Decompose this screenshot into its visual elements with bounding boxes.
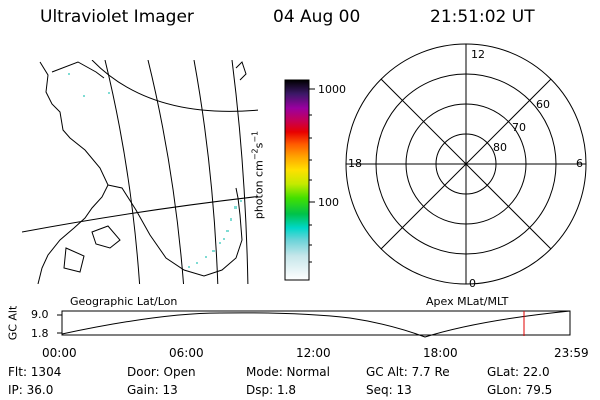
geographic-map <box>22 60 258 284</box>
date-label: 04 Aug 00 <box>273 7 361 27</box>
time-label: 21:51:02 UT <box>430 7 535 27</box>
time-tick-0000: 00:00 <box>42 346 77 360</box>
flight-number: Flt: 1304 <box>8 365 62 379</box>
door-status: Door: Open <box>127 365 196 379</box>
altitude-ytick-1.8: 1.8 <box>31 327 49 340</box>
coastline <box>37 61 109 284</box>
coastline <box>91 225 121 249</box>
geographic-longitude: GLon: 79.5 <box>487 383 553 397</box>
coastline <box>107 184 243 277</box>
grid-line <box>147 60 185 284</box>
mode-value: Mode: Normal <box>246 365 330 379</box>
colorbar-unit-label: photon cm−2s−1 <box>250 130 266 220</box>
gain-value: Gain: 13 <box>127 383 178 397</box>
ip-value: IP: 36.0 <box>8 383 54 397</box>
altitude-ylabel: GC Alt <box>6 305 20 341</box>
mlt-meridian <box>380 78 552 250</box>
geographic-latitude: GLat: 22.0 <box>487 365 550 379</box>
colorbar <box>284 79 315 281</box>
sequence-number: Seq: 13 <box>366 383 412 397</box>
aurora-emission <box>68 73 242 268</box>
grid-line <box>91 60 258 112</box>
time-tick-1200: 12:00 <box>296 346 331 360</box>
mlt-label-6: 6 <box>576 157 583 170</box>
lat-label-70: 70 <box>512 121 526 134</box>
grid-line <box>193 60 219 284</box>
mlt-label-0: 0 <box>469 277 476 290</box>
dsp-value: Dsp: 1.8 <box>246 383 297 397</box>
instrument-title: Ultraviolet Imager <box>40 7 194 27</box>
lat-label-80: 80 <box>493 141 507 154</box>
colorbar-tick-1000: 1000 <box>318 83 346 96</box>
altitude-plot <box>57 310 571 338</box>
grid-line <box>104 60 141 284</box>
coastline <box>235 61 247 81</box>
grid-line <box>231 60 249 284</box>
coastline <box>51 61 105 79</box>
coastline <box>63 247 85 273</box>
colorbar-tick-100: 100 <box>318 196 339 209</box>
polar-plot <box>345 43 587 285</box>
geographic-panel-label: Geographic Lat/Lon <box>70 295 178 308</box>
grid-line <box>22 195 258 233</box>
mlt-label-18: 18 <box>348 157 362 170</box>
gc-altitude: GC Alt: 7.7 Re <box>366 365 450 379</box>
lat-label-60: 60 <box>536 98 550 111</box>
apex-panel-label: Apex MLat/MLT <box>426 295 509 308</box>
time-tick-2359: 23:59 <box>554 346 589 360</box>
time-tick-1800: 18:00 <box>423 346 458 360</box>
mlt-label-12: 12 <box>471 48 485 61</box>
time-tick-0600: 06:00 <box>169 346 204 360</box>
altitude-curve <box>61 310 571 338</box>
altitude-ytick-9: 9.0 <box>31 308 49 321</box>
